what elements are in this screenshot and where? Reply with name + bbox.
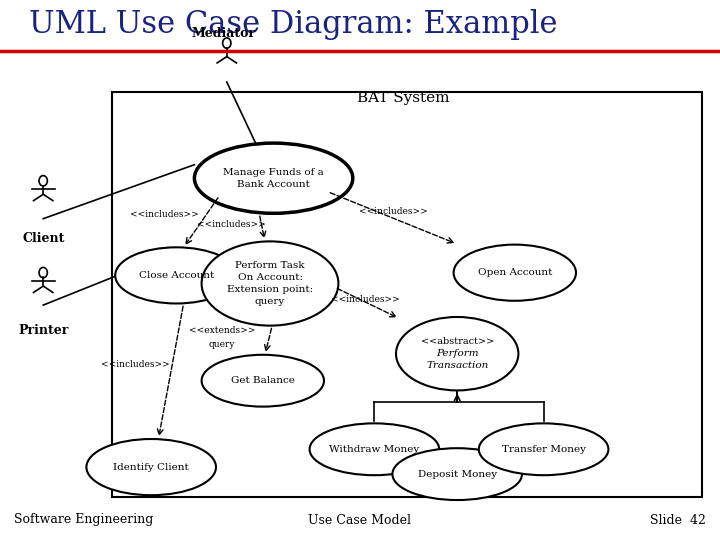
Ellipse shape (202, 355, 324, 407)
Ellipse shape (39, 176, 48, 186)
Ellipse shape (310, 423, 439, 475)
Text: Slide  42: Slide 42 (649, 514, 706, 526)
Ellipse shape (194, 143, 353, 213)
Text: Close Account: Close Account (139, 271, 214, 280)
Text: Use Case Model: Use Case Model (308, 514, 412, 526)
Text: Perform: Perform (436, 349, 479, 358)
Text: query: query (255, 297, 285, 306)
Text: Software Engineering: Software Engineering (14, 514, 154, 526)
Ellipse shape (222, 38, 231, 48)
Bar (112, 92, 702, 497)
Text: <<includes>>: <<includes>> (130, 211, 199, 219)
Text: Get Balance: Get Balance (231, 376, 294, 385)
Text: <<includes>>: <<includes>> (197, 220, 266, 228)
Text: <<extends>>: <<extends>> (189, 326, 255, 335)
Text: <<includes>>: <<includes>> (101, 360, 170, 369)
Ellipse shape (392, 448, 522, 500)
Text: Deposit Money: Deposit Money (418, 470, 497, 478)
Ellipse shape (454, 245, 576, 301)
Ellipse shape (479, 423, 608, 475)
Text: Bank Account: Bank Account (237, 180, 310, 188)
Text: Manage Funds of a: Manage Funds of a (223, 168, 324, 177)
Text: <<includes>>: <<includes>> (331, 295, 400, 304)
Ellipse shape (202, 241, 338, 326)
Text: Perform Task: Perform Task (235, 261, 305, 270)
Text: <<abstract>>: <<abstract>> (420, 338, 494, 346)
Text: Extension point:: Extension point: (227, 285, 313, 294)
Ellipse shape (115, 247, 238, 303)
Ellipse shape (39, 267, 48, 278)
Text: BAT System: BAT System (357, 91, 449, 105)
Text: Mediator: Mediator (192, 27, 255, 40)
Text: Identify Client: Identify Client (113, 463, 189, 471)
Ellipse shape (86, 439, 216, 495)
Text: Withdraw Money: Withdraw Money (329, 445, 420, 454)
Text: UML Use Case Diagram: Example: UML Use Case Diagram: Example (29, 9, 557, 40)
Text: On Account:: On Account: (238, 273, 302, 282)
Text: Open Account: Open Account (477, 268, 552, 277)
Text: Transfer Money: Transfer Money (502, 445, 585, 454)
Text: <<includes>>: <<includes>> (359, 207, 428, 216)
Text: Transaction: Transaction (426, 361, 488, 370)
Text: Printer: Printer (18, 324, 68, 337)
Text: Client: Client (22, 232, 64, 245)
Ellipse shape (396, 317, 518, 390)
Text: query: query (209, 340, 235, 349)
